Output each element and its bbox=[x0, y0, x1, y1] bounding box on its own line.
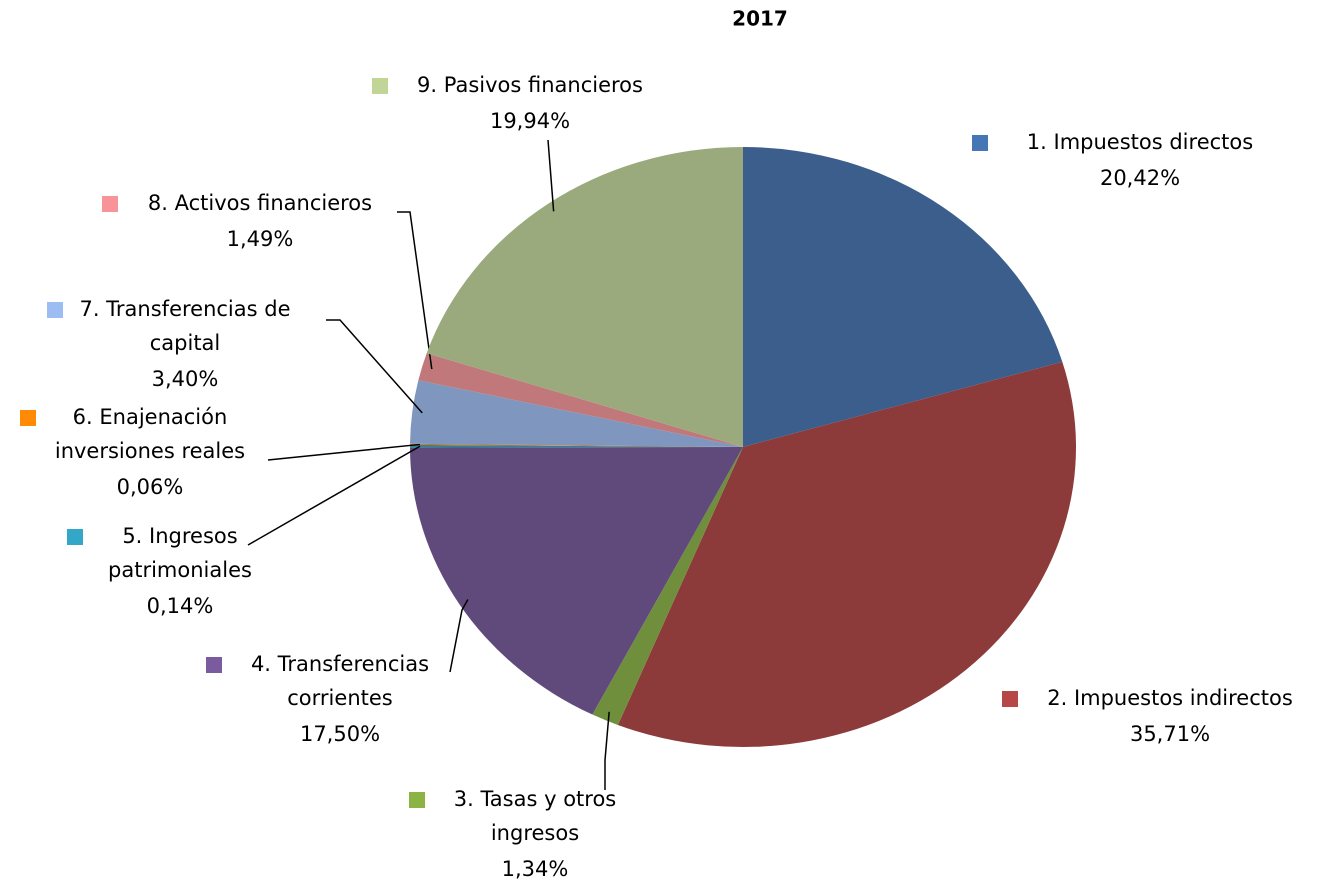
slice-label: 7. Transferencias de capital bbox=[79, 297, 290, 355]
slice-label: 6. Enajenación inversiones reales bbox=[55, 405, 245, 463]
pie-slice bbox=[617, 361, 1077, 747]
value-label: 20,42% bbox=[1100, 166, 1180, 190]
slice-label: 5. Ingresos patrimoniales bbox=[108, 524, 252, 582]
value-label: 1,49% bbox=[227, 227, 294, 251]
pie-slice bbox=[410, 444, 743, 448]
leader-line bbox=[326, 319, 423, 414]
slice-label: 4. Transferencias corrientes bbox=[251, 652, 429, 710]
pie-slice bbox=[410, 443, 743, 447]
legend-key bbox=[102, 196, 118, 212]
pie-slice bbox=[743, 147, 1063, 447]
leader-line bbox=[267, 443, 421, 461]
slice-label: 9. Pasivos financieros bbox=[417, 73, 643, 97]
pie-slice bbox=[410, 380, 743, 447]
pie-slice bbox=[418, 353, 743, 447]
legend-key bbox=[1002, 691, 1018, 707]
value-label: 1,34% bbox=[502, 857, 569, 881]
leader-line bbox=[547, 139, 555, 212]
value-label: 35,71% bbox=[1130, 722, 1210, 746]
legend-key bbox=[409, 792, 425, 808]
value-label: 17,50% bbox=[300, 722, 380, 746]
pie-slice bbox=[592, 447, 743, 726]
value-label: 19,94% bbox=[490, 109, 570, 133]
legend-key bbox=[67, 529, 83, 545]
legend-key bbox=[47, 302, 63, 318]
value-label: 0,14% bbox=[147, 594, 214, 618]
leader-line bbox=[247, 445, 421, 546]
legend-key bbox=[372, 78, 388, 94]
leader-line bbox=[397, 211, 433, 370]
slice-label: 8. Activos financieros bbox=[148, 191, 372, 215]
value-label: 3,40% bbox=[152, 367, 219, 391]
legend-key bbox=[972, 135, 988, 151]
chart-title: 2017 bbox=[732, 7, 788, 31]
slice-label: 1. Impuestos directos bbox=[1027, 130, 1253, 154]
leader-line bbox=[449, 599, 469, 673]
leader-line bbox=[604, 711, 610, 790]
legend-key bbox=[20, 410, 36, 426]
pie-slice bbox=[426, 147, 743, 447]
slice-label: 2. Impuestos indirectos bbox=[1047, 686, 1293, 710]
slice-label: 3. Tasas y otros ingresos bbox=[454, 787, 617, 845]
legend-key bbox=[206, 657, 222, 673]
pie-slice bbox=[410, 447, 743, 715]
value-label: 0,06% bbox=[117, 475, 184, 499]
